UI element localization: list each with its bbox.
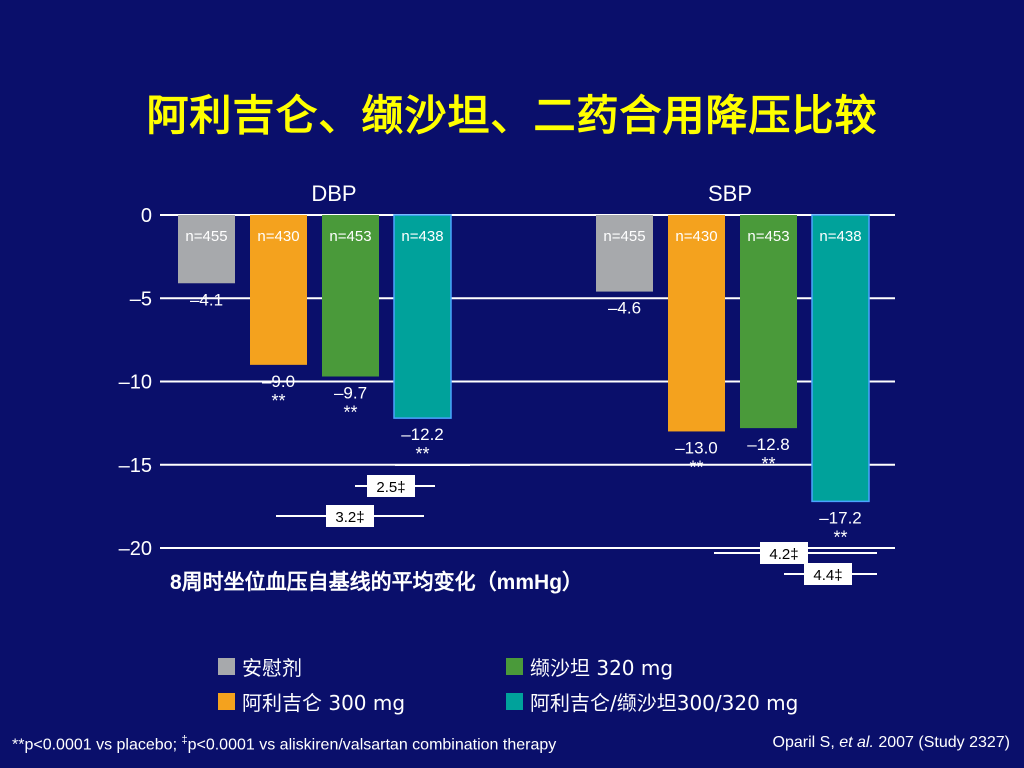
legend-item-aliskiren: 阿利吉仑 300 mg bbox=[218, 687, 405, 716]
n-label: n=430 bbox=[257, 228, 299, 245]
significance-label: ** bbox=[415, 444, 429, 464]
legend-swatch-valsartan bbox=[506, 658, 523, 675]
comparison-dbp-aliskiren-label: 2.5‡ bbox=[376, 479, 405, 496]
citation-etal: et al. bbox=[839, 734, 874, 751]
data-label: –4.1 bbox=[190, 290, 223, 309]
data-label: –9.0 bbox=[262, 372, 295, 391]
n-label: n=453 bbox=[747, 228, 789, 245]
group-label-sbp: SBP bbox=[708, 181, 752, 206]
comparison-sbp-aliskiren-label: 4.2‡ bbox=[769, 546, 798, 563]
significance-label: ** bbox=[833, 527, 847, 547]
n-label: n=438 bbox=[401, 228, 443, 245]
y-tick-label: 0 bbox=[141, 205, 152, 227]
footnote: **p<0.0001 vs placebo; ‡p<0.0001 vs alis… bbox=[12, 734, 556, 754]
data-label: –12.2 bbox=[401, 425, 444, 444]
data-label: –13.0 bbox=[675, 438, 718, 457]
significance-label: ** bbox=[271, 391, 285, 411]
citation-author: Oparil S, bbox=[772, 734, 840, 751]
bar-aliskiren-dbp bbox=[250, 215, 307, 365]
data-label: –17.2 bbox=[819, 508, 862, 527]
y-tick-label: –15 bbox=[119, 455, 152, 477]
legend-swatch-combination bbox=[506, 693, 523, 710]
y-tick-label: –5 bbox=[130, 288, 152, 310]
footnote-dagger: ‡ bbox=[181, 734, 188, 746]
y-axis-caption: 8周时坐位血压自基线的平均变化（mmHg） bbox=[170, 570, 583, 594]
significance-label: ** bbox=[761, 454, 775, 474]
comparison-sbp-aliskiren-box bbox=[760, 542, 808, 564]
n-label: n=455 bbox=[603, 228, 645, 245]
footnote-part2: p<0.0001 vs aliskiren/valsartan combinat… bbox=[187, 736, 557, 754]
significance-label: ** bbox=[689, 457, 703, 477]
bar-placebo-sbp bbox=[596, 215, 653, 292]
footnote-part1: **p<0.0001 vs placebo; bbox=[12, 736, 182, 754]
legend-swatch-aliskiren bbox=[218, 693, 235, 710]
data-label: –9.7 bbox=[334, 384, 367, 403]
y-tick-label: –10 bbox=[119, 372, 152, 394]
citation: Oparil S, et al. 2007 (Study 2327) bbox=[773, 734, 1010, 752]
comparison-dbp-aliskiren-box bbox=[367, 475, 415, 497]
group-label-dbp: DBP bbox=[311, 181, 356, 206]
bar-combination-dbp bbox=[393, 214, 452, 419]
bar-chart: 0 –5 –10 –15 –20 DBP SBP n=455 –4.1 n=455 –4.6 n=43… bbox=[119, 181, 895, 594]
bar-valsartan-sbp bbox=[740, 215, 797, 429]
legend-item-valsartan: 缬沙坦 320 mg bbox=[506, 652, 673, 681]
bar-combination-sbp bbox=[811, 214, 870, 503]
legend-item-combination: 阿利吉仑/缬沙坦300/320 mg bbox=[506, 687, 798, 716]
citation-rest: 2007 (Study 2327) bbox=[873, 734, 1010, 751]
significance-label: ** bbox=[343, 403, 357, 423]
n-label: n=430 bbox=[675, 228, 717, 245]
legend-swatch-placebo bbox=[218, 658, 235, 675]
bar-placebo-dbp bbox=[178, 215, 235, 284]
bar-valsartan-dbp bbox=[322, 215, 379, 377]
comparison-dbp-valsartan-box bbox=[326, 505, 374, 527]
comparison-sbp-valsartan-box bbox=[804, 563, 852, 585]
legend-item-placebo: 安慰剂 bbox=[218, 652, 302, 681]
bar-aliskiren-sbp bbox=[668, 215, 725, 432]
comparison-dbp-valsartan-label: 3.2‡ bbox=[335, 509, 364, 526]
legend-label-valsartan: 缬沙坦 320 mg bbox=[530, 656, 674, 680]
n-label: n=438 bbox=[819, 228, 861, 245]
slide-title: 阿利吉仑、缬沙坦、二药合用降压比较 bbox=[146, 91, 878, 140]
n-label: n=453 bbox=[329, 228, 371, 245]
n-label: n=455 bbox=[185, 228, 227, 245]
legend-label-combination: 阿利吉仑/缬沙坦300/320 mg bbox=[530, 691, 799, 715]
data-label: –4.6 bbox=[608, 299, 641, 318]
legend-label-aliskiren: 阿利吉仑 300 mg bbox=[242, 691, 406, 715]
legend-label-placebo: 安慰剂 bbox=[242, 656, 302, 680]
comparison-sbp-valsartan-label: 4.4‡ bbox=[813, 567, 842, 584]
y-tick-label: –20 bbox=[119, 538, 152, 560]
data-label: –12.8 bbox=[747, 435, 790, 454]
